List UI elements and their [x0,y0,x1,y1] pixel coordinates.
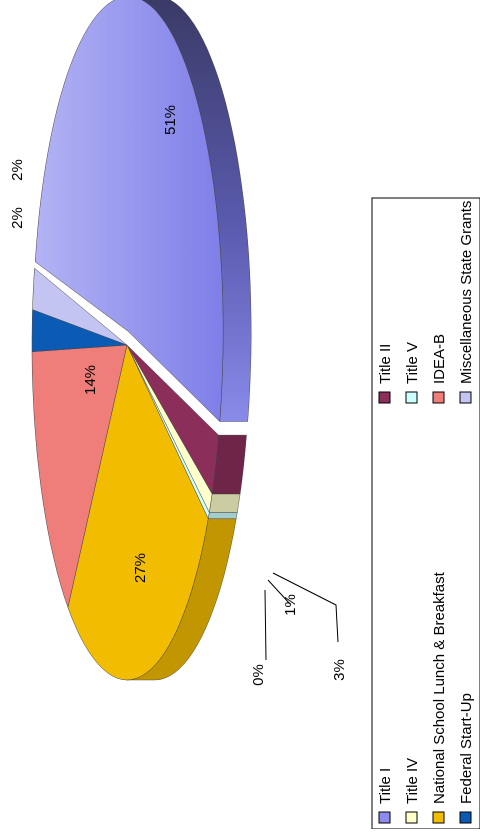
legend-label-title-ii: Title II [377,344,394,384]
leader-line-title-iv [267,579,291,605]
pie-slice-side-title-v [207,512,238,519]
data-label-miscellaneous-state-grants: 2% [9,159,26,181]
data-label-title-i: 51% [162,105,179,135]
legend-swatch-idea-b [432,391,445,404]
data-label-title-v: 0% [250,664,267,686]
data-label-idea-b: 14% [82,365,99,395]
legend-swatch-national-school-lunch-breakfast [432,811,445,824]
pie-slice-national-school-lunch-breakfast [67,344,209,681]
legend-label-title-i: Title I [377,768,394,804]
pie-slice-title-i [34,0,224,423]
legend-label-national-school-lunch-breakfast: National School Lunch & Breakfast [431,571,448,804]
legend-swatch-miscellaneous-state-grants [459,391,472,404]
data-label-federal-start-up: 2% [9,207,26,229]
leader-line-title-ii [272,572,339,643]
pie-slice-idea-b [31,344,128,609]
pie-slice-miscellaneous-state-grants [32,267,128,346]
legend-label-miscellaneous-state-grants: Miscellaneous State Grants [458,201,475,384]
legend-label-title-v: Title V [404,342,421,384]
legend-swatch-title-ii [378,391,391,404]
data-label-title-ii: 3% [331,659,348,681]
pie-plot-area [31,0,252,681]
legend-label-idea-b: IDEA-B [431,334,448,384]
data-label-national-school-lunch-breakfast: 27% [132,553,149,583]
legend-swatch-title-i [378,811,391,824]
pie-slice-side-title-iv [209,493,241,513]
legend: Title I Title IV National School Lunch & B… [371,197,480,830]
legend-swatch-federal-start-up [459,811,472,824]
legend-label-title-iv: Title IV [404,758,421,804]
legend-box [371,197,480,830]
legend-swatch-title-v [405,391,418,404]
legend-swatch-title-iv [405,811,418,824]
slice-labels: 51%3%1%0%27%14%2%2% [9,105,348,686]
leader-line-title-v [264,589,267,661]
legend-label-federal-start-up: Federal Start-Up [458,693,475,804]
